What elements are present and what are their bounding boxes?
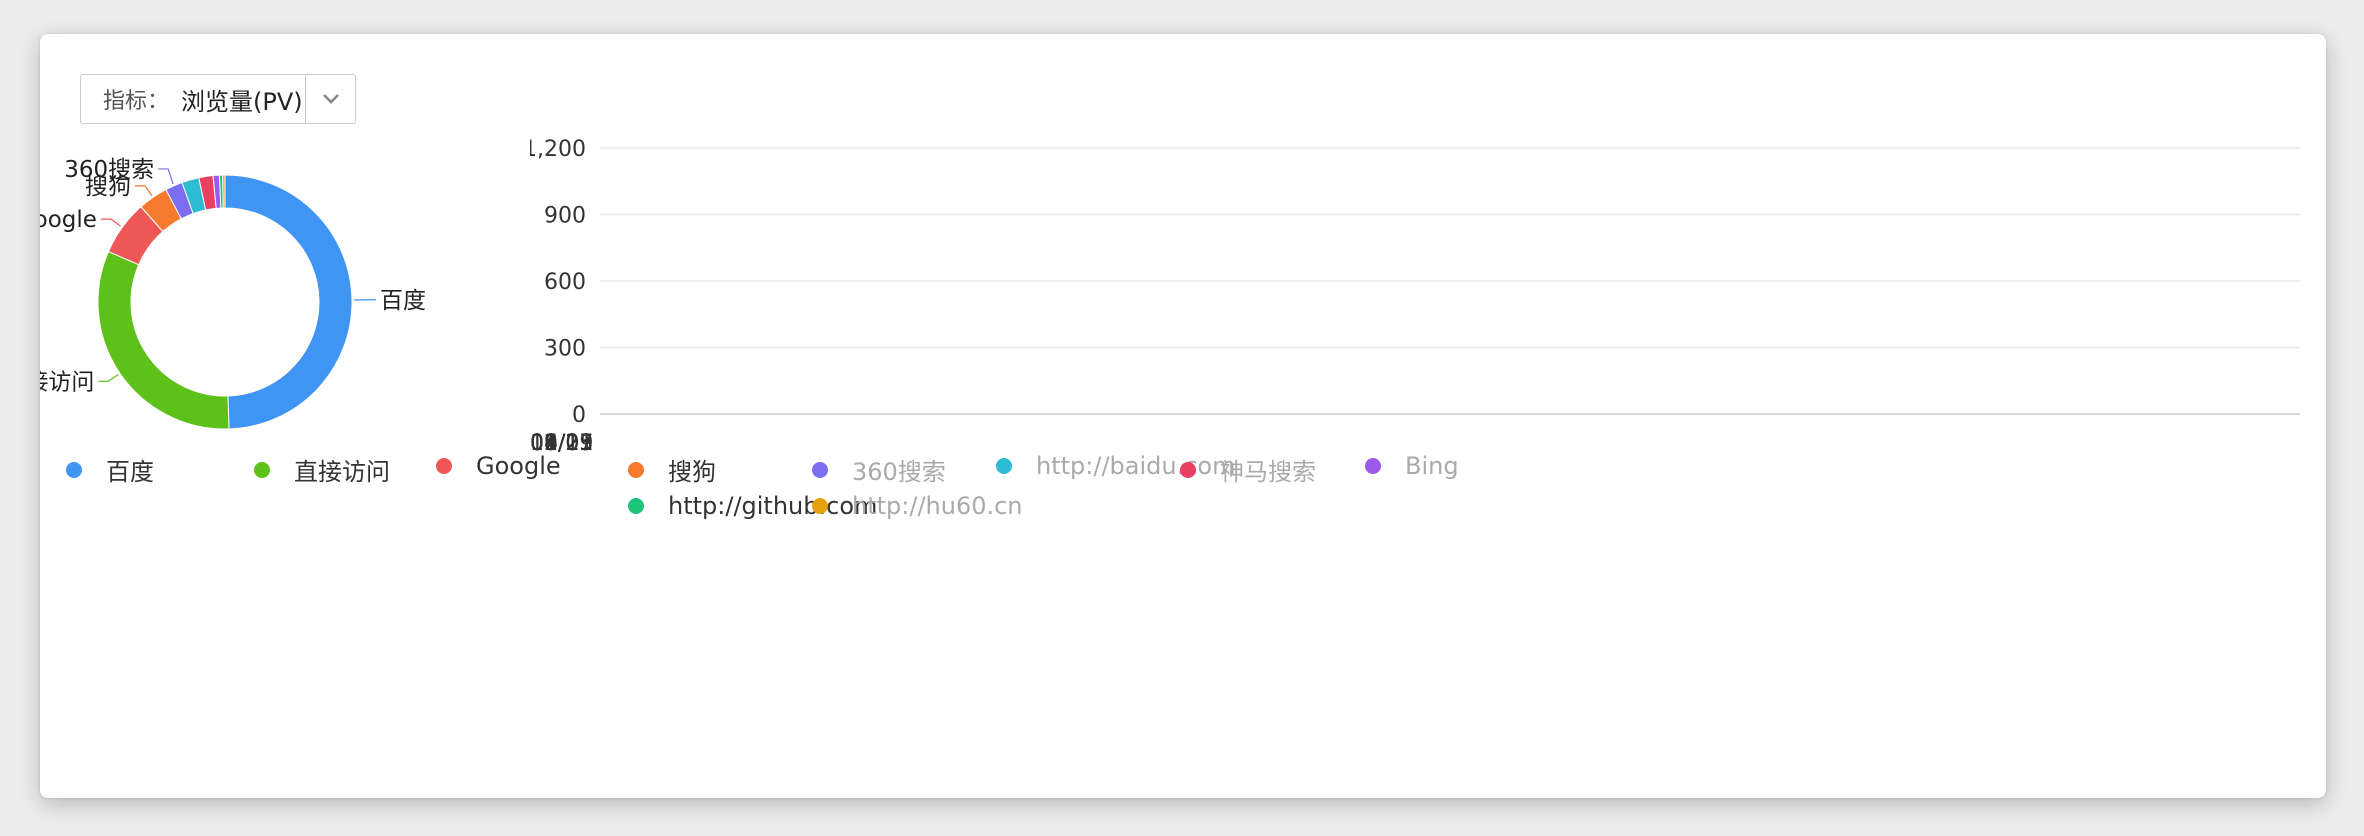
legend-dot-icon [1180,461,1196,478]
legend-dot-icon [254,461,270,478]
legend-item[interactable]: http://baidu.com [996,452,1235,480]
legend-item[interactable]: 神马搜索 [1180,452,1316,487]
x-tick-label: 2021/04/17 [530,431,593,456]
legend-item[interactable]: 直接访问 [254,452,390,487]
y-tick-label: 0 [572,403,586,428]
y-tick-label: 600 [544,270,586,295]
chevron-down-icon[interactable] [305,75,355,123]
metric-select[interactable]: 指标： 浏览量(PV) [80,74,356,124]
legend-label: http://hu60.cn [852,492,1023,520]
pie-slice[interactable] [97,250,230,430]
y-tick-label: 300 [544,337,586,362]
legend-dot-icon [1365,458,1381,474]
pie-label: 百度 [380,288,426,314]
legend-item[interactable]: http://github.com [628,492,877,520]
pie-label: 360搜索 [64,157,154,183]
legend-dot-icon [812,498,828,514]
pie-label: Google [40,207,97,233]
pie-label-line [158,168,174,185]
pie-label: 搜狗 [85,174,131,200]
legend-dot-icon [628,498,644,514]
x-tick-label: 2021/02/23 [530,431,593,456]
x-tick-label: 2021/06/09 [530,431,593,456]
pie-label-line [98,374,119,382]
legend-item[interactable]: 搜狗 [628,452,716,487]
pie-slice[interactable] [224,174,353,430]
legend-label: 360搜索 [852,458,946,486]
legend-label: 直接访问 [294,458,390,486]
pie-label: 直接访问 [40,369,94,395]
x-tick-label: 2021/08/01 [530,431,593,456]
legend-dot-icon [628,461,644,478]
pie-label-line [100,218,121,227]
metric-select-label: 指标： [103,89,170,114]
pie-slice[interactable] [222,174,226,209]
legend-dot-icon [812,461,828,478]
metric-select-value: 浏览量(PV) [181,87,303,116]
line-chart: 0 300 600 900 1,200 2021/01/012021/02/232021/… [530,137,2300,456]
legend-item[interactable]: Google [436,452,561,480]
legend-item[interactable]: Bing [1365,452,1459,480]
legend-label: http://github.com [668,492,878,520]
legend-label: Google [476,452,561,480]
legend-label: http://baidu.com [1036,452,1236,480]
legend-label: 神马搜索 [1220,458,1316,486]
x-tick-label: 2021/09/23 [530,431,593,456]
legend-dot-icon [436,458,452,474]
legend-label: 百度 [106,458,154,486]
legend-dot-icon [996,458,1012,474]
legend-item[interactable]: 百度 [66,452,154,487]
legend-label: Bing [1405,452,1459,480]
legend-label: 搜狗 [668,458,716,486]
x-tick-label: 2021/01/01 [530,431,593,456]
x-tick-label: 2021/11/15 [530,431,593,456]
y-tick-label: 900 [544,204,586,229]
pie-label-line [135,185,153,197]
legend-item[interactable]: 360搜索 [812,452,946,487]
y-tick-label: 1,200 [530,137,586,162]
legend-dot-icon [66,461,82,478]
legend-item[interactable]: http://hu60.cn [812,492,1023,520]
